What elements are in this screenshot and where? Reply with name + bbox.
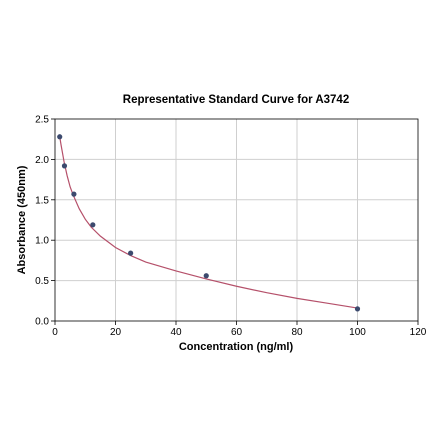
data-point [354, 306, 361, 312]
data-point [57, 134, 63, 140]
x-tick-label: 100 [349, 327, 366, 338]
x-tick-label: 120 [410, 327, 427, 338]
axis-ticks: 0 20 40 60 80 100 120 0.0 0.5 1.0 1.5 2.0 2.5 [35, 115, 427, 339]
data-points-layer [57, 134, 361, 312]
chart-title: Representative Standard Curve for A3742 [123, 94, 349, 106]
x-tick-label: 60 [231, 327, 243, 338]
data-point [128, 250, 134, 256]
y-tick-label: 2.0 [35, 155, 49, 166]
x-axis-label: Concentration (ng/ml) [179, 341, 294, 353]
fit-curve-layer [59, 136, 358, 309]
y-tick-label: 0.0 [35, 317, 49, 328]
data-point [61, 163, 68, 169]
x-tick-label: 40 [170, 327, 182, 338]
grid-lines [55, 119, 418, 321]
y-tick-label: 1.5 [35, 195, 49, 206]
x-tick-label: 80 [291, 327, 303, 338]
y-tick-label: 0.5 [35, 276, 49, 287]
y-axis-label: Absorbance (450nm) [16, 165, 28, 274]
data-point [71, 191, 77, 197]
data-point [203, 273, 209, 279]
y-tick-label: 2.5 [35, 115, 49, 126]
x-tick-label: 0 [52, 327, 58, 338]
x-tick-label: 20 [110, 327, 122, 338]
data-point [90, 222, 96, 228]
y-tick-label: 1.0 [35, 236, 49, 247]
fit-curve-line [59, 136, 358, 309]
